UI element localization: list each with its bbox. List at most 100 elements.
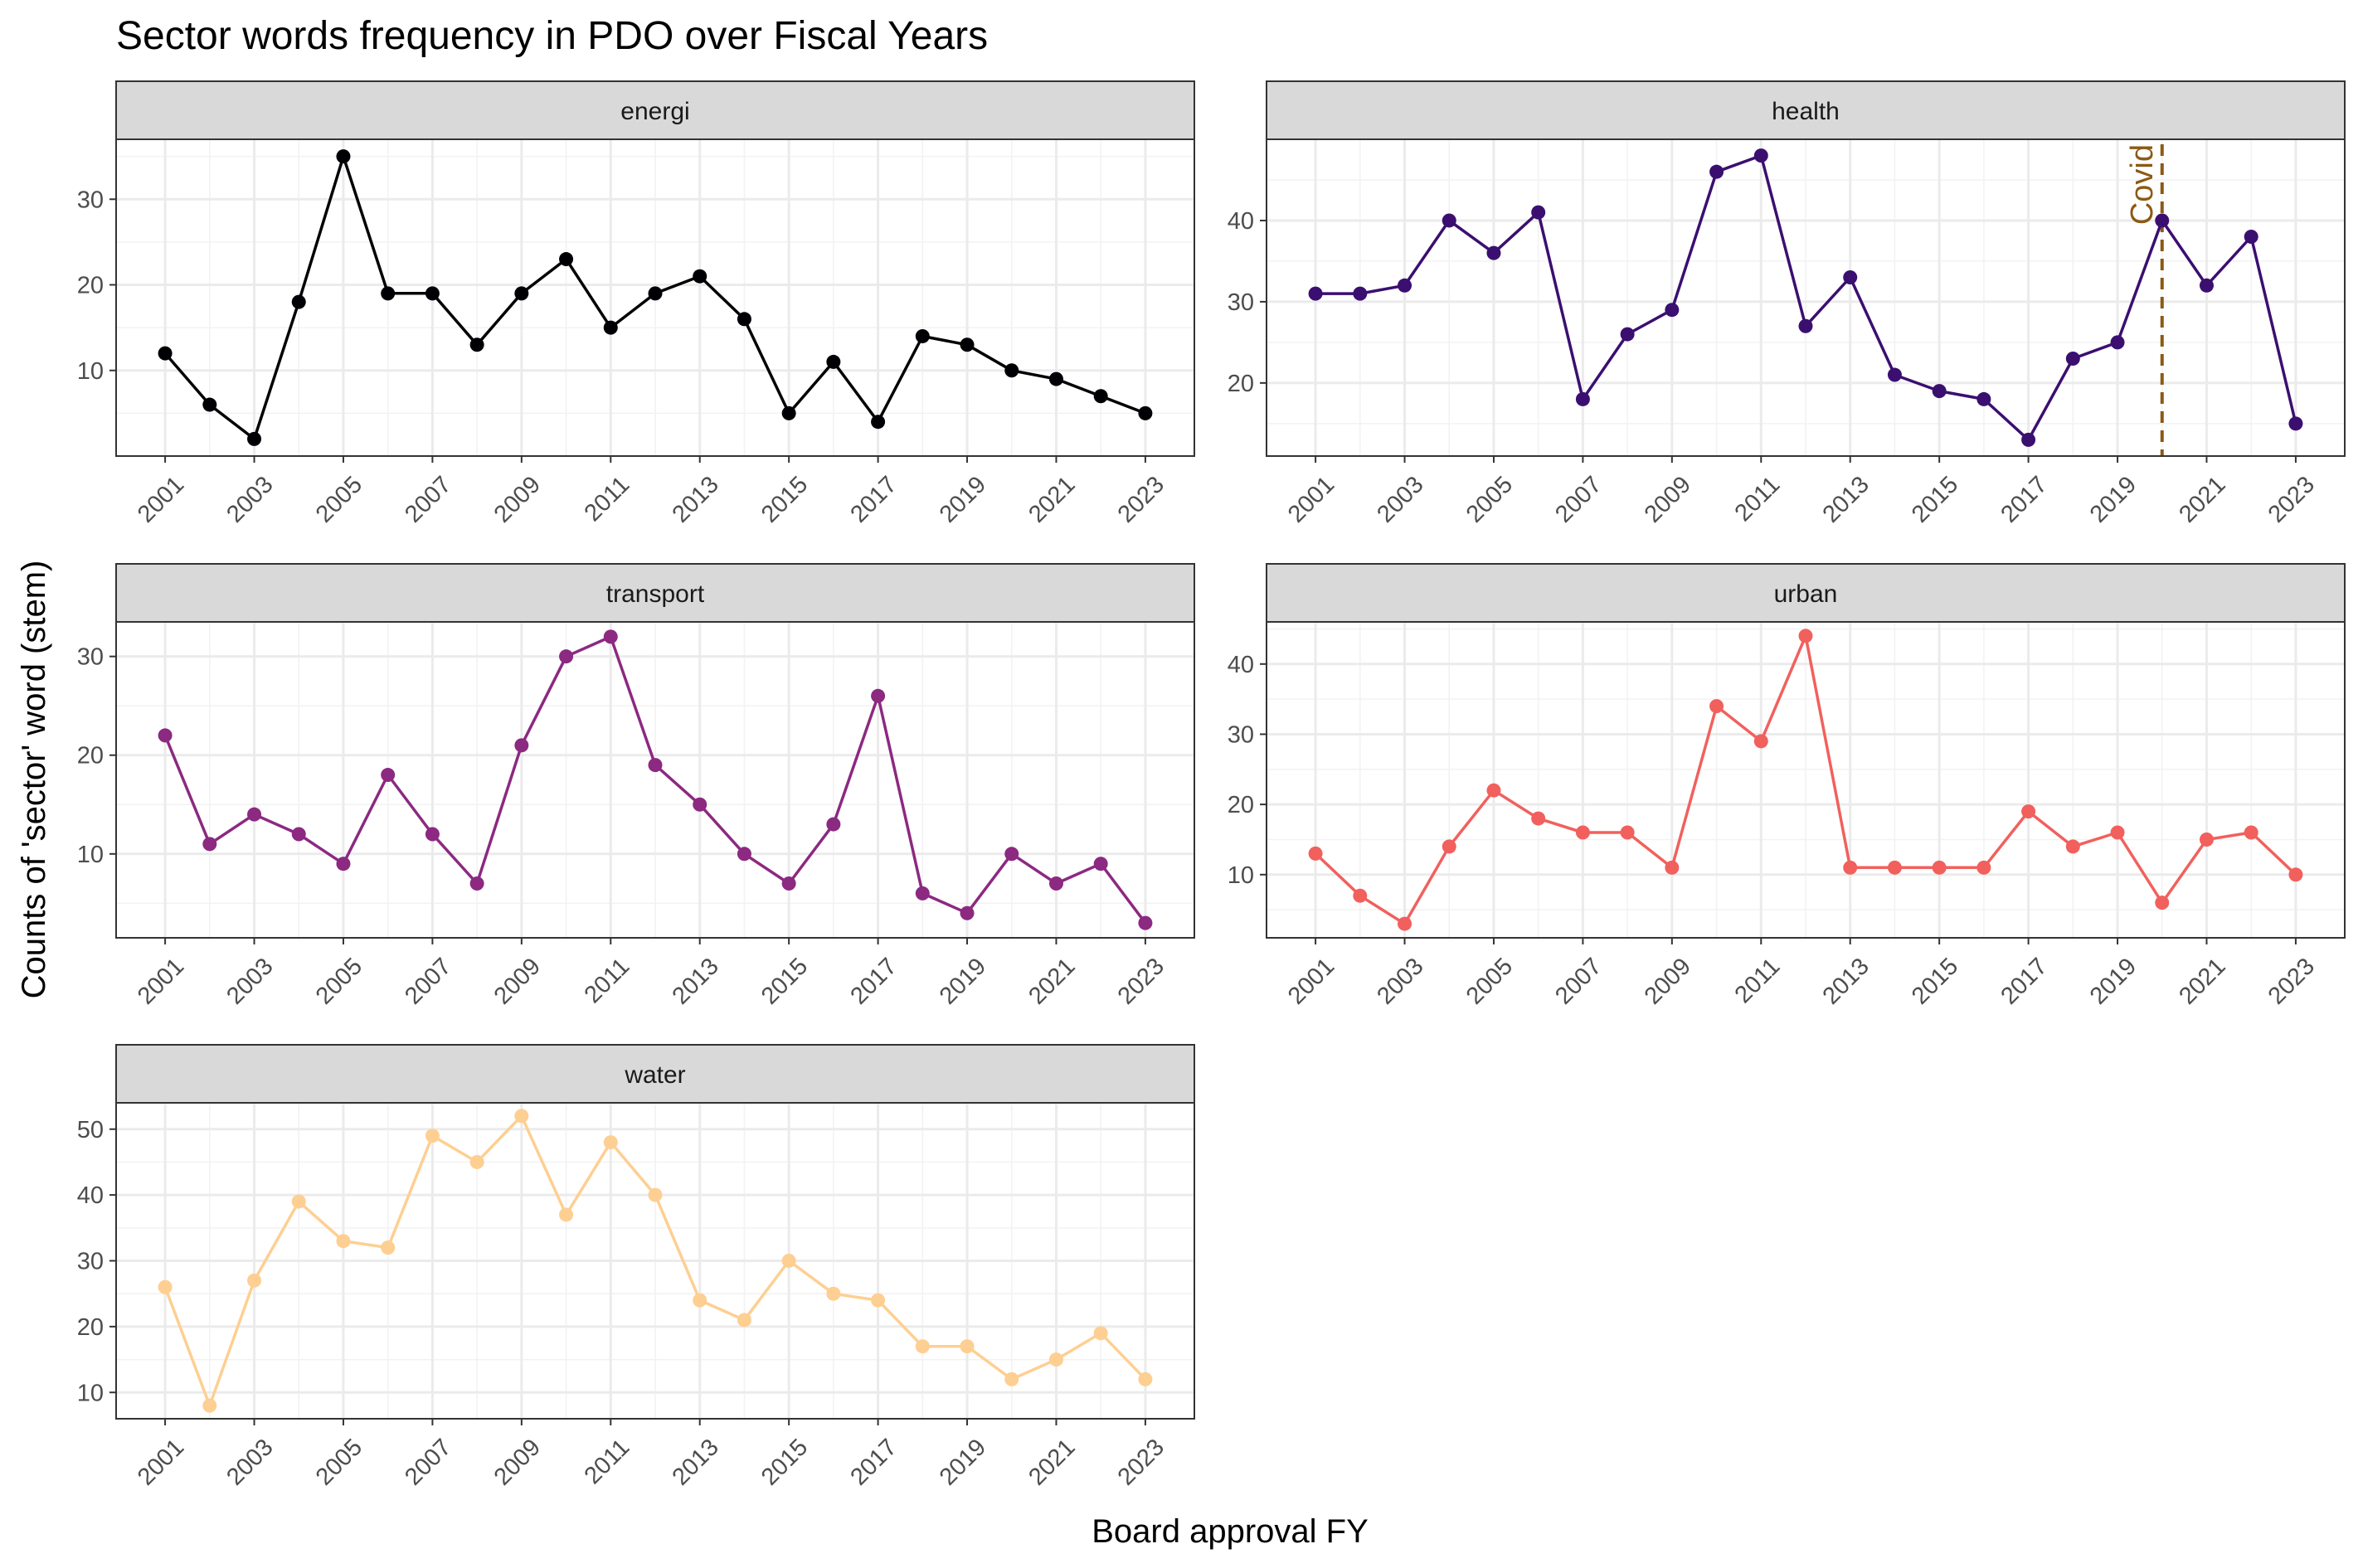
data-point	[1138, 405, 1153, 420]
data-point	[1398, 278, 1412, 293]
x-tick-label: 2019	[935, 953, 991, 1009]
x-tick-label: 2015	[756, 1434, 813, 1490]
data-point	[1138, 1371, 1153, 1386]
facet-strip-label: energi	[620, 98, 689, 125]
data-point	[559, 1207, 574, 1222]
x-tick-label: 2001	[133, 953, 189, 1009]
data-point	[737, 1313, 751, 1328]
data-point	[158, 1279, 173, 1294]
facet-strip-label: urban	[1774, 580, 1838, 608]
x-tick-label: 2017	[845, 953, 902, 1009]
y-axis-title: Counts of 'sector' word (stem)	[16, 561, 52, 999]
data-point	[469, 876, 484, 891]
x-tick-label: 2003	[1372, 953, 1428, 1009]
data-point	[2288, 867, 2303, 882]
x-tick-label: 2005	[311, 1434, 367, 1490]
data-point	[1620, 825, 1635, 840]
x-axis-title: Board approval FY	[1092, 1513, 1369, 1550]
x-tick-label: 2009	[489, 471, 546, 527]
y-tick-label: 10	[77, 358, 104, 385]
data-point	[1665, 303, 1680, 318]
x-tick-label: 2015	[1907, 953, 1963, 1009]
facet-transport: transport 10 20 30 2001 2003 2005 2007 2009 2011 2…	[77, 563, 1195, 1010]
data-point	[2110, 335, 2125, 350]
data-point	[1004, 1371, 1019, 1386]
data-point	[514, 286, 529, 301]
data-point	[1753, 148, 1768, 163]
y-tick-label: 20	[77, 743, 104, 769]
y-tick-label: 40	[77, 1182, 104, 1209]
y-tick-label: 30	[77, 1249, 104, 1275]
x-tick-label: 2017	[845, 1434, 902, 1490]
x-tick-label: 2007	[1550, 953, 1607, 1009]
x-tick-label: 2015	[1907, 471, 1963, 527]
data-point	[960, 905, 975, 920]
data-point	[469, 1154, 484, 1169]
data-point	[1620, 327, 1635, 342]
y-tick-label: 10	[1228, 862, 1254, 889]
panel-border	[115, 138, 1195, 457]
data-point	[1887, 367, 1902, 382]
x-tick-label: 2017	[1996, 471, 2052, 527]
x-tick-label: 2021	[1023, 471, 1080, 527]
data-point	[871, 1293, 886, 1308]
data-point	[1843, 270, 1858, 285]
x-tick-label: 2003	[221, 1434, 278, 1490]
x-tick-label: 2011	[580, 953, 635, 1008]
data-point	[1048, 1352, 1063, 1367]
facet-strip	[1266, 563, 2346, 623]
data-point	[1308, 286, 1323, 301]
data-point	[2199, 832, 2214, 847]
x-tick-label: 2013	[1818, 953, 1874, 1009]
gridlines	[116, 622, 1194, 938]
data-point	[2065, 839, 2080, 854]
data-point	[1442, 213, 1456, 228]
data-point	[737, 312, 751, 327]
data-point	[2065, 351, 2080, 366]
data-point	[1709, 164, 1724, 179]
data-point	[1575, 825, 1590, 840]
x-tick-label: 2005	[1461, 953, 1518, 1009]
y-tick-label: 20	[77, 1314, 104, 1341]
facet-urban: urban 10 20 30 40 2001 2003 2005 2007 2009 2011 201…	[1228, 563, 2346, 1010]
x-tick-label: 2011	[580, 471, 635, 527]
x-tick-label: 2015	[756, 471, 813, 527]
data-point	[1932, 860, 1947, 875]
x-tick-label: 2021	[2174, 953, 2230, 1009]
y-tick-label: 30	[77, 644, 104, 671]
data-point	[291, 827, 306, 842]
data-point	[648, 1187, 663, 1202]
data-point	[1798, 318, 1813, 333]
facet-strip	[1266, 80, 2346, 140]
annotation-label: Covid	[2125, 144, 2160, 225]
facet-strip-label: health	[1772, 98, 1840, 125]
y-tick-label: 40	[1228, 652, 1254, 678]
chart-title: Sector words frequency in PDO over Fisca…	[116, 14, 988, 58]
data-point	[202, 1398, 217, 1413]
x-tick-label: 2003	[221, 471, 278, 527]
data-point	[336, 149, 351, 164]
x-tick-label: 2023	[2263, 471, 2320, 527]
x-tick-label: 2009	[489, 1434, 546, 1490]
data-point	[1138, 915, 1153, 930]
data-point	[648, 758, 663, 773]
x-tick-label: 2013	[668, 471, 724, 527]
data-point	[291, 1194, 306, 1209]
data-point	[158, 346, 173, 361]
data-point	[1048, 371, 1063, 386]
gridlines	[1267, 622, 2345, 938]
data-point	[158, 728, 173, 743]
data-point	[1753, 734, 1768, 749]
x-tick-label: 2021	[2174, 471, 2230, 527]
data-point	[1093, 1326, 1108, 1341]
data-point	[1486, 783, 1501, 798]
x-tick-label: 2009	[1640, 953, 1696, 1009]
facet-strip-label: transport	[606, 580, 705, 608]
x-tick-label: 2005	[1461, 471, 1518, 527]
data-point	[693, 269, 707, 284]
data-point	[1093, 857, 1108, 871]
x-tick-label: 2017	[845, 471, 902, 527]
x-tick-label: 2021	[1023, 1434, 1080, 1490]
y-tick-label: 10	[77, 1380, 104, 1406]
data-point	[2021, 432, 2036, 447]
